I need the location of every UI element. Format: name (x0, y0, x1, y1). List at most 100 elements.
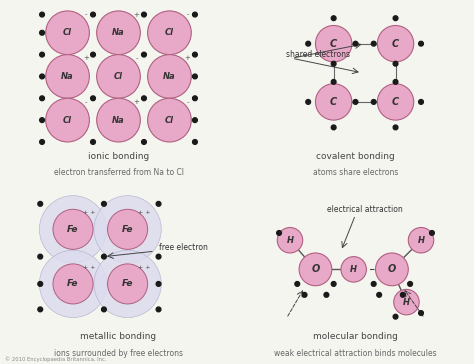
Text: Fe: Fe (67, 280, 79, 288)
Circle shape (40, 139, 45, 144)
Circle shape (419, 100, 423, 104)
Circle shape (277, 228, 303, 253)
Circle shape (408, 228, 434, 253)
Text: covalent bonding: covalent bonding (316, 152, 395, 161)
Circle shape (192, 12, 197, 17)
Circle shape (192, 96, 197, 100)
Circle shape (91, 12, 95, 17)
Circle shape (192, 74, 197, 79)
Circle shape (277, 231, 282, 236)
Circle shape (393, 314, 398, 319)
Text: H: H (286, 236, 293, 245)
Circle shape (302, 293, 307, 297)
Circle shape (371, 100, 376, 104)
Circle shape (393, 125, 398, 130)
Circle shape (341, 257, 366, 282)
Text: Cl: Cl (63, 116, 72, 124)
Text: Cl: Cl (63, 28, 72, 37)
Circle shape (101, 307, 106, 312)
Text: ions surrounded by free electrons: ions surrounded by free electrons (54, 349, 183, 357)
Circle shape (40, 12, 45, 17)
Circle shape (53, 209, 93, 249)
Text: H: H (403, 298, 410, 306)
Circle shape (142, 96, 146, 100)
Text: + +: + + (138, 210, 150, 215)
Circle shape (156, 201, 161, 206)
Text: H: H (350, 265, 357, 274)
Circle shape (46, 11, 90, 55)
Circle shape (331, 125, 336, 130)
Text: Na: Na (163, 72, 176, 81)
Circle shape (331, 282, 336, 286)
Circle shape (192, 139, 197, 144)
Text: + +: + + (83, 210, 96, 215)
Text: +: + (134, 12, 140, 17)
Circle shape (142, 12, 146, 17)
Circle shape (306, 41, 310, 46)
Circle shape (97, 55, 140, 98)
Text: Fe: Fe (122, 280, 133, 288)
Circle shape (94, 250, 161, 317)
Text: Fe: Fe (67, 225, 79, 234)
Circle shape (316, 25, 352, 62)
Text: weak electrical attraction binds molecules: weak electrical attraction binds molecul… (274, 349, 437, 357)
Circle shape (108, 264, 147, 304)
Circle shape (40, 118, 45, 122)
Circle shape (156, 254, 161, 259)
Circle shape (40, 96, 45, 100)
Circle shape (324, 293, 329, 297)
Circle shape (371, 282, 376, 286)
Circle shape (40, 30, 45, 35)
Text: shared electrons: shared electrons (286, 50, 350, 59)
Text: C: C (330, 97, 337, 107)
Circle shape (156, 282, 161, 286)
Circle shape (377, 293, 382, 297)
Circle shape (38, 254, 43, 259)
Circle shape (353, 41, 358, 46)
Circle shape (40, 52, 45, 57)
Circle shape (94, 195, 161, 263)
Circle shape (142, 52, 146, 57)
Circle shape (295, 282, 300, 286)
Text: Cl: Cl (165, 116, 174, 124)
Circle shape (147, 98, 191, 142)
Text: Na: Na (112, 28, 125, 37)
Circle shape (39, 195, 107, 263)
Circle shape (393, 79, 398, 84)
Circle shape (394, 289, 419, 315)
Circle shape (331, 79, 336, 84)
Text: electron transferred from Na to Cl: electron transferred from Na to Cl (54, 169, 183, 177)
Circle shape (156, 307, 161, 312)
Text: Na: Na (61, 72, 74, 81)
Text: © 2010 Encyclopaedia Britannica, Inc.: © 2010 Encyclopaedia Britannica, Inc. (5, 357, 106, 362)
Circle shape (192, 52, 197, 57)
Text: + +: + + (83, 265, 96, 270)
Circle shape (316, 84, 352, 120)
Circle shape (429, 231, 434, 236)
Circle shape (91, 52, 95, 57)
Circle shape (393, 61, 398, 66)
Circle shape (38, 282, 43, 286)
Text: Cl: Cl (114, 72, 123, 81)
Text: -: - (136, 55, 138, 61)
Text: -: - (186, 12, 189, 17)
Text: Fe: Fe (122, 225, 133, 234)
Text: O: O (311, 264, 319, 274)
Text: free electron: free electron (158, 243, 208, 252)
Text: O: O (388, 264, 396, 274)
Text: -: - (84, 12, 87, 17)
Circle shape (46, 55, 90, 98)
Circle shape (97, 98, 140, 142)
Text: +: + (134, 99, 140, 105)
Text: C: C (392, 97, 399, 107)
Circle shape (147, 11, 191, 55)
Circle shape (377, 84, 414, 120)
Text: ionic bonding: ionic bonding (88, 152, 149, 161)
Circle shape (91, 139, 95, 144)
Text: metallic bonding: metallic bonding (81, 332, 156, 341)
Circle shape (331, 16, 336, 20)
Text: Na: Na (112, 116, 125, 124)
Circle shape (401, 293, 405, 297)
Text: H: H (418, 236, 425, 245)
Circle shape (142, 139, 146, 144)
